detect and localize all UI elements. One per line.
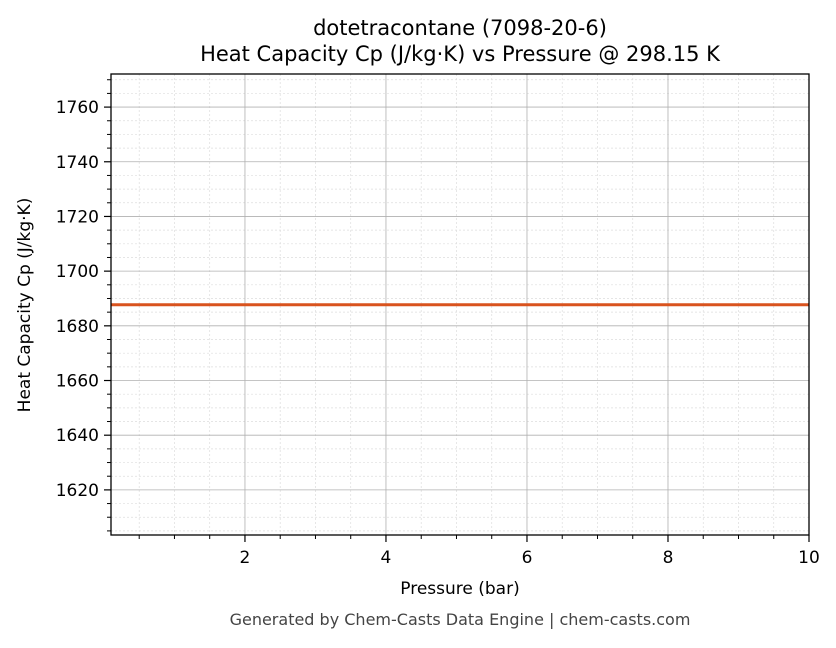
y-axis-label: Heat Capacity Cp (J/kg·K) [15,198,35,413]
x-tick-label: 6 [522,548,533,568]
x-tick-label: 2 [240,548,251,568]
y-tick-label: 1620 [56,481,99,501]
y-tick-label: 1680 [56,317,99,337]
ticks: 2 4 6 8 10 1620 1640 1660 1680 1700 1720 1740 1760 [56,79,820,568]
y-tick-label: 1700 [56,262,99,282]
y-tick-label: 1740 [56,153,99,173]
x-tick-label: 10 [798,548,820,568]
footer-credit: Generated by Chem-Casts Data Engine | ch… [230,610,691,629]
y-tick-label: 1660 [56,372,99,392]
x-tick-label: 8 [663,548,674,568]
y-tick-label: 1760 [56,98,99,118]
chart-subtitle: Heat Capacity Cp (J/kg·K) vs Pressure @ … [200,42,721,66]
minor-grid [111,74,809,535]
x-axis-label: Pressure (bar) [400,579,519,599]
y-tick-label: 1640 [56,426,99,446]
y-tick-label: 1720 [56,207,99,227]
x-tick-label: 4 [381,548,392,568]
chart-title: dotetracontane (7098-20-6) [313,16,607,40]
plot-frame [110,73,810,536]
